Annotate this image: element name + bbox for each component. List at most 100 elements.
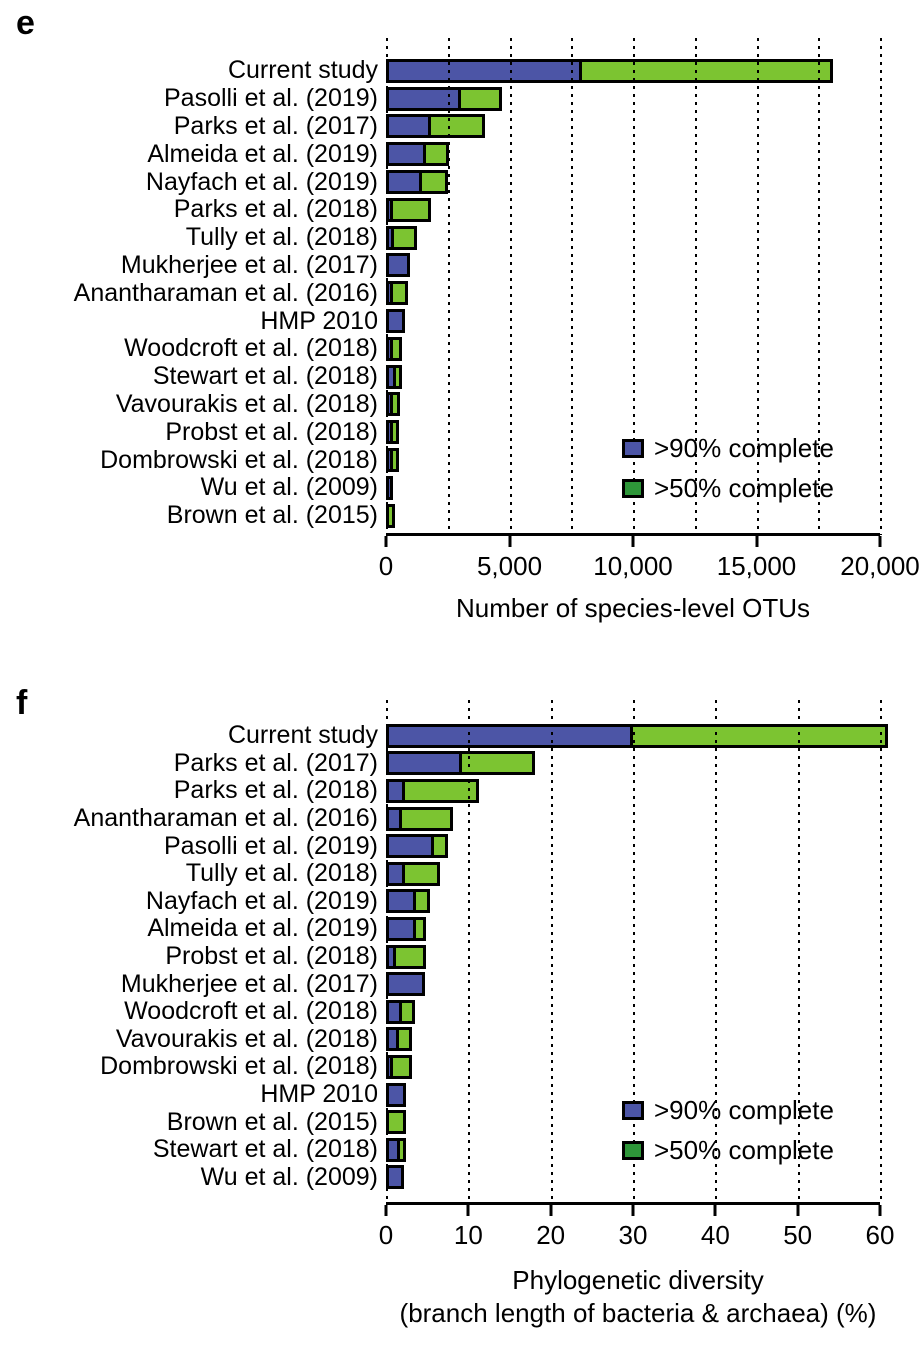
bar-track [386, 970, 880, 998]
legend-swatch-50-icon [622, 478, 644, 498]
x-tick-label: 20 [536, 1220, 566, 1250]
bar-row: Nayfach et al. (2019) [0, 888, 880, 916]
bar-track [386, 805, 880, 833]
x-tick [878, 1205, 882, 1216]
x-tick [796, 1205, 800, 1216]
bar-track [386, 750, 880, 778]
bar-segment-50 [458, 751, 535, 776]
bar-row: Current study [0, 721, 889, 750]
bar-row: Nayfach et al. (2019) [0, 168, 880, 196]
category-label: Brown et al. (2015) [166, 1107, 378, 1136]
category-label: Anantharaman et al. (2016) [73, 804, 378, 833]
bar-track [386, 335, 880, 363]
x-tick-label: 5,000 [476, 551, 543, 581]
bar-track [386, 1136, 880, 1164]
x-axis-title-f-line2: (branch length of bacteria & archaea) (%… [399, 1298, 877, 1328]
bar-track [386, 1053, 880, 1081]
bar-segment-90 [386, 309, 406, 334]
bar-segment-50 [390, 281, 409, 306]
bar-row: Stewart et al. (2018) [0, 363, 880, 391]
x-tick [878, 536, 882, 547]
legend-label: >50% complete [654, 1134, 834, 1165]
category-label: Mukherjee et al. (2017) [120, 250, 378, 279]
bar-segment-90 [386, 475, 393, 500]
bar-track [386, 915, 880, 943]
legend-swatch-90-icon [622, 1100, 644, 1120]
x-axis-title-f: Phylogenetic diversity (branch length of… [356, 1264, 920, 1330]
x-tick-label: 30 [618, 1220, 648, 1250]
bar-segment-50 [428, 114, 485, 139]
bar-segment-90 [386, 889, 416, 914]
x-tick [508, 536, 511, 547]
bar-track [386, 832, 880, 860]
bar-segment-90 [386, 86, 461, 111]
category-label: Dombrowski et al. (2018) [100, 1052, 378, 1081]
x-tick-label: 20,000 [840, 551, 920, 581]
category-label: Wu et al. (2009) [200, 473, 378, 502]
x-tick [466, 1205, 470, 1216]
bar-row: Tully et al. (2018) [0, 224, 880, 252]
x-tick [549, 1205, 553, 1216]
x-tick-label: 10,000 [593, 551, 673, 581]
bar-row: Brown et al. (2015) [0, 502, 880, 530]
category-label: Woodcroft et al. (2018) [124, 334, 378, 363]
bar-row: Pasolli et al. (2019) [0, 832, 880, 860]
category-label: Parks et al. (2017) [173, 111, 378, 140]
bar-track [386, 722, 889, 750]
category-label: Current study [227, 721, 378, 750]
x-axis-title-f-line1: Phylogenetic diversity [512, 1265, 764, 1295]
bar-track [386, 363, 880, 391]
bar-row: Woodcroft et al. (2018) [0, 335, 880, 363]
legend-e: >90% complete >50% complete [622, 428, 834, 508]
gridline [880, 38, 882, 535]
bar-row: Probst et al. (2018) [0, 943, 880, 971]
category-label: Nayfach et al. (2019) [145, 886, 378, 915]
x-tick-label: 60 [865, 1220, 895, 1250]
bar-row: Stewart et al. (2018) [0, 1136, 880, 1164]
category-label: Dombrowski et al. (2018) [100, 445, 378, 474]
bar-row: Mukherjee et al. (2017) [0, 252, 880, 280]
bar-track [386, 196, 880, 224]
bar-row: Wu et al. (2009) [0, 474, 880, 502]
bar-segment-50 [413, 916, 426, 941]
bar-track [386, 888, 880, 916]
bar-track [386, 113, 880, 141]
category-label: Probst et al. (2018) [165, 417, 378, 446]
bar-track [386, 85, 880, 113]
bar-segment-50 [401, 778, 480, 803]
bar-segment-90 [386, 58, 583, 83]
category-label: Current study [227, 56, 378, 85]
x-tick [384, 536, 388, 547]
bar-segment-50 [390, 336, 402, 361]
bar-row: Current study [0, 57, 880, 85]
bar-row: Almeida et al. (2019) [0, 140, 880, 168]
bar-row: Mukherjee et al. (2017) [0, 970, 880, 998]
category-label: Stewart et al. (2018) [152, 1135, 378, 1164]
x-tick-label: 10 [453, 1220, 483, 1250]
bar-segment-50 [390, 225, 418, 250]
category-label: Parks et al. (2018) [173, 776, 378, 805]
bar-track [386, 391, 880, 419]
bar-track [386, 998, 880, 1026]
bar-segment-50 [392, 364, 402, 389]
bar-row: Anantharaman et al. (2016) [0, 805, 880, 833]
category-label: Brown et al. (2015) [166, 501, 378, 530]
category-label: Almeida et al. (2019) [147, 914, 378, 943]
bar-segment-90 [386, 253, 411, 278]
bar-segment-50 [401, 861, 440, 886]
bar-segment-90 [386, 834, 434, 859]
x-tick [631, 536, 635, 547]
bar-segment-90 [386, 142, 426, 167]
bar-segment-90 [386, 114, 432, 139]
panel-letter-e: e [16, 4, 35, 42]
bar-row: Anantharaman et al. (2016) [0, 279, 880, 307]
bar-rows-e: Current study Pasolli et al. (2019) Parks … [0, 57, 880, 530]
bar-segment-90 [386, 723, 633, 748]
bar-segment-50 [398, 999, 415, 1024]
bar-track [386, 252, 880, 280]
x-tick-label: 15,000 [716, 551, 797, 581]
bar-track [386, 279, 880, 307]
bar-segment-50 [579, 58, 834, 83]
bar-track [386, 943, 880, 971]
legend-label: >50% complete [654, 472, 834, 503]
